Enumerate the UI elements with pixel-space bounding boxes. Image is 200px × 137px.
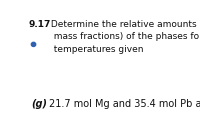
Text: 9.17: 9.17	[28, 20, 50, 29]
Text: (g): (g)	[31, 99, 47, 109]
Text: Determine the relative amounts (in terms of
  mass fractions) of the phases for : Determine the relative amounts (in terms…	[48, 20, 200, 54]
Text: 21.7 mol Mg and 35.4 mol Pb at 350°C (660°F): 21.7 mol Mg and 35.4 mol Pb at 350°C (66…	[49, 99, 200, 109]
Ellipse shape	[31, 42, 36, 46]
